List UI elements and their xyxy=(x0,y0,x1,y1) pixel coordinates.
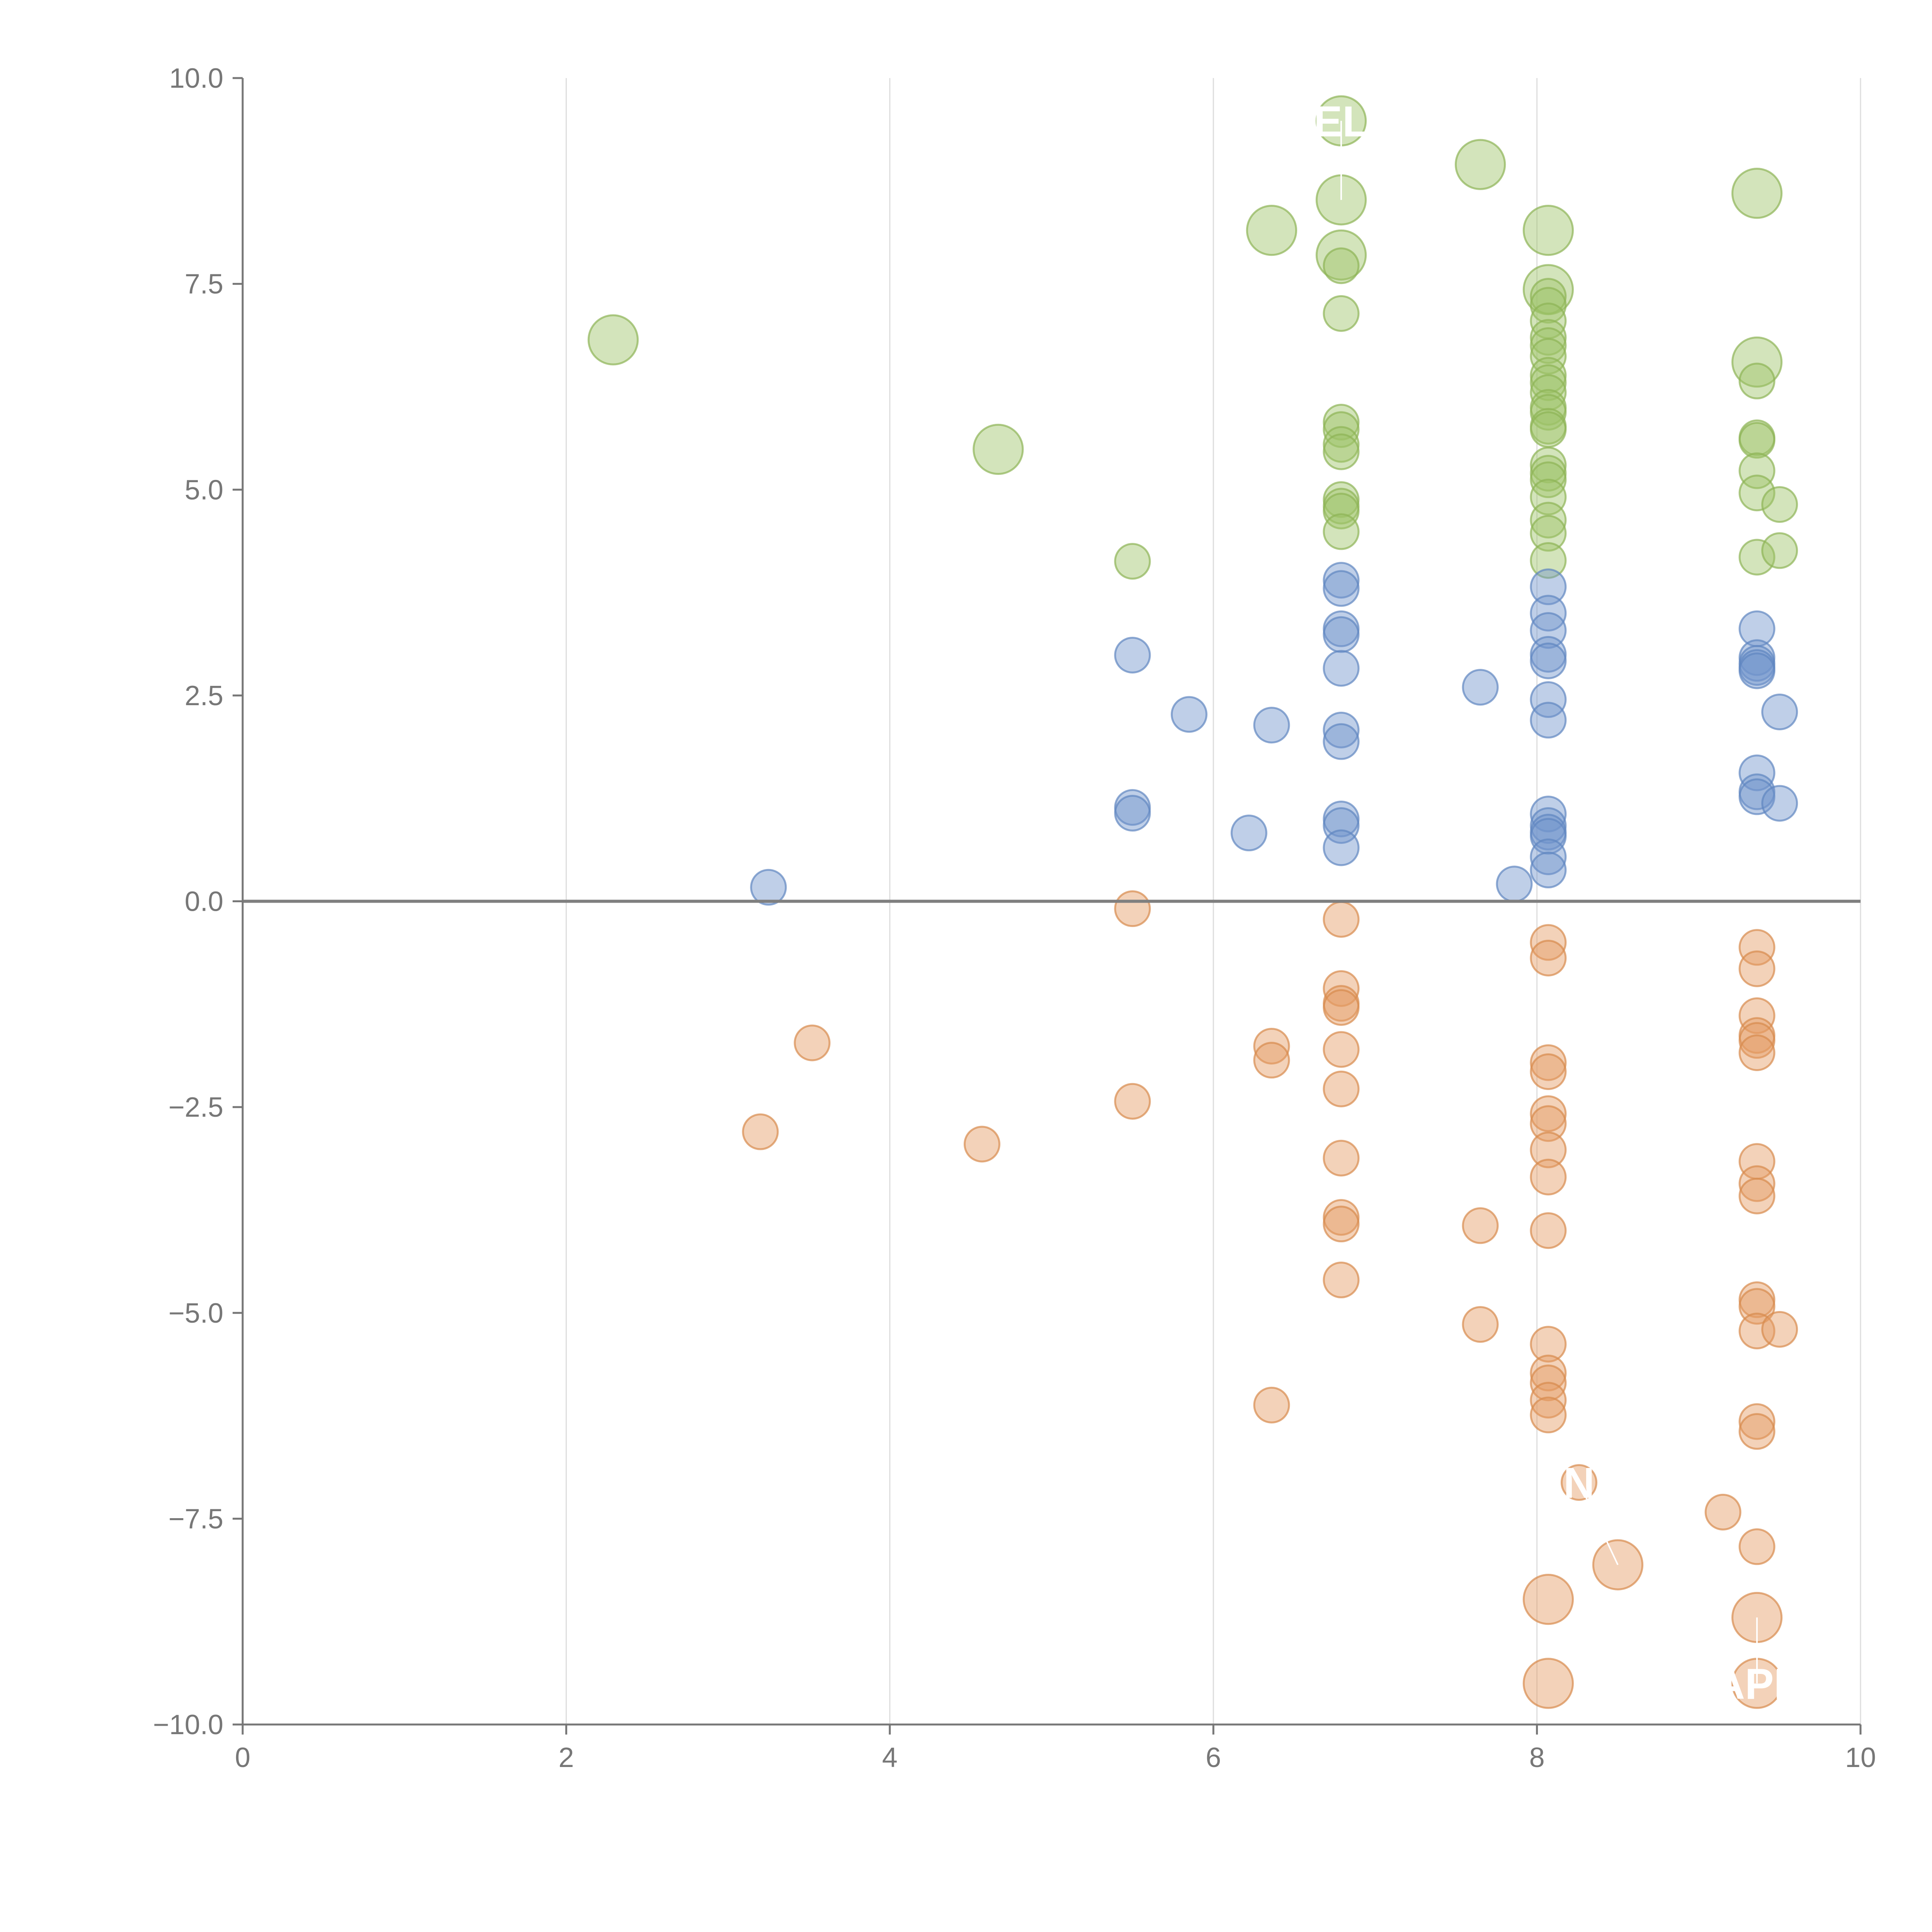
x-tick-label: 4 xyxy=(882,1742,898,1773)
data-point-blue xyxy=(1531,703,1566,738)
data-point-orange xyxy=(1463,1208,1498,1243)
data-point-orange xyxy=(795,1026,830,1060)
data-point-orange xyxy=(1531,941,1566,976)
data-point-orange xyxy=(1524,1575,1573,1624)
data-point-orange xyxy=(1531,1160,1566,1194)
y-tick-label: −10.0 xyxy=(153,1709,223,1740)
data-point-green xyxy=(588,315,638,364)
series-green xyxy=(588,96,1797,578)
data-point-blue xyxy=(1762,694,1797,729)
data-point-blue xyxy=(1172,697,1206,732)
data-point-orange xyxy=(1115,891,1150,926)
data-point-green xyxy=(1740,364,1774,398)
data-point-green xyxy=(1732,169,1781,218)
y-tick-label: 5.0 xyxy=(185,474,223,505)
data-point-blue xyxy=(751,870,786,905)
x-tick-label: 0 xyxy=(235,1742,250,1773)
data-point-green xyxy=(1456,140,1505,189)
data-point-green xyxy=(1115,544,1150,579)
data-point-blue xyxy=(1254,708,1289,743)
data-point-green xyxy=(1524,206,1573,255)
data-point-orange xyxy=(1740,951,1774,986)
data-point-green xyxy=(1762,533,1797,568)
data-point-green xyxy=(974,425,1023,474)
data-point-orange xyxy=(1324,1071,1359,1106)
data-point-orange xyxy=(1740,1036,1774,1070)
data-point-blue xyxy=(1324,651,1359,686)
series-orange xyxy=(743,891,1797,1708)
data-point-orange xyxy=(1531,1398,1566,1432)
data-point-orange xyxy=(1324,1141,1359,1175)
data-point-blue xyxy=(1324,617,1359,652)
data-point-orange xyxy=(1740,1179,1774,1213)
data-point-green xyxy=(1324,248,1359,283)
annotation-label: N xyxy=(1563,1459,1595,1507)
data-point-blue xyxy=(1324,724,1359,759)
data-point-orange xyxy=(743,1114,778,1149)
data-point-blue xyxy=(1531,853,1566,888)
scatter-chart: 0 2 4 6 8 10 10.0 7.5 5.0 2.5 0.0 −2.5 −5.0 −7.5 −10.0… xyxy=(0,0,1932,1932)
y-tick-label: 10.0 xyxy=(169,63,223,94)
data-point-blue xyxy=(1324,830,1359,865)
data-point-orange xyxy=(1254,1043,1289,1078)
data-point-blue xyxy=(1324,571,1359,606)
axes: 0 2 4 6 8 10 10.0 7.5 5.0 2.5 0.0 −2.5 −5.0 −7.5 −10.0 xyxy=(153,63,1876,1773)
data-point-blue xyxy=(1740,653,1774,688)
series-blue xyxy=(751,563,1797,905)
x-tick-label: 10 xyxy=(1845,1742,1876,1773)
data-point-orange xyxy=(1324,1263,1359,1298)
data-point-orange xyxy=(1254,1388,1289,1422)
y-tick-label: 7.5 xyxy=(185,269,223,300)
data-point-orange xyxy=(1740,1414,1774,1449)
data-point-blue xyxy=(1497,867,1532,901)
x-tick-label: 2 xyxy=(558,1742,574,1773)
data-point-orange xyxy=(1531,1213,1566,1248)
y-tick-label: 0.0 xyxy=(185,886,223,917)
data-point-green xyxy=(1247,206,1296,255)
data-point-green xyxy=(1762,487,1797,522)
data-point-orange xyxy=(1740,1529,1774,1564)
data-point-orange xyxy=(1762,1312,1797,1347)
annotation-label: APF xyxy=(1714,1660,1800,1708)
data-point-blue xyxy=(1463,670,1498,705)
data-point-orange xyxy=(1324,902,1359,937)
x-tick-label: 6 xyxy=(1206,1742,1221,1773)
data-point-orange xyxy=(1324,1032,1359,1067)
data-point-blue xyxy=(1115,638,1150,672)
y-tick-label: −5.0 xyxy=(168,1298,223,1329)
data-point-green xyxy=(1324,514,1359,549)
data-point-orange xyxy=(1324,990,1359,1025)
data-point-blue xyxy=(1762,786,1797,821)
data-point-orange xyxy=(1531,1054,1566,1089)
y-tick-label: −7.5 xyxy=(168,1503,223,1534)
data-point-orange xyxy=(1463,1307,1498,1342)
data-point-green xyxy=(1531,412,1566,447)
data-point-orange xyxy=(1706,1495,1740,1529)
data-point-blue xyxy=(1231,816,1266,850)
data-point-blue xyxy=(1531,643,1566,678)
data-point-blue xyxy=(1115,796,1150,831)
y-tick-label: 2.5 xyxy=(185,680,223,711)
data-point-green xyxy=(1324,434,1359,469)
data-point-orange xyxy=(964,1127,999,1162)
data-point-orange xyxy=(1524,1659,1573,1708)
y-tick-label: −2.5 xyxy=(168,1092,223,1123)
data-point-orange xyxy=(1324,1207,1359,1242)
x-tick-label: 8 xyxy=(1529,1742,1545,1773)
annotation-label: EL xyxy=(1313,97,1369,146)
data-point-orange xyxy=(1115,1084,1150,1119)
data-point-green xyxy=(1324,296,1359,331)
